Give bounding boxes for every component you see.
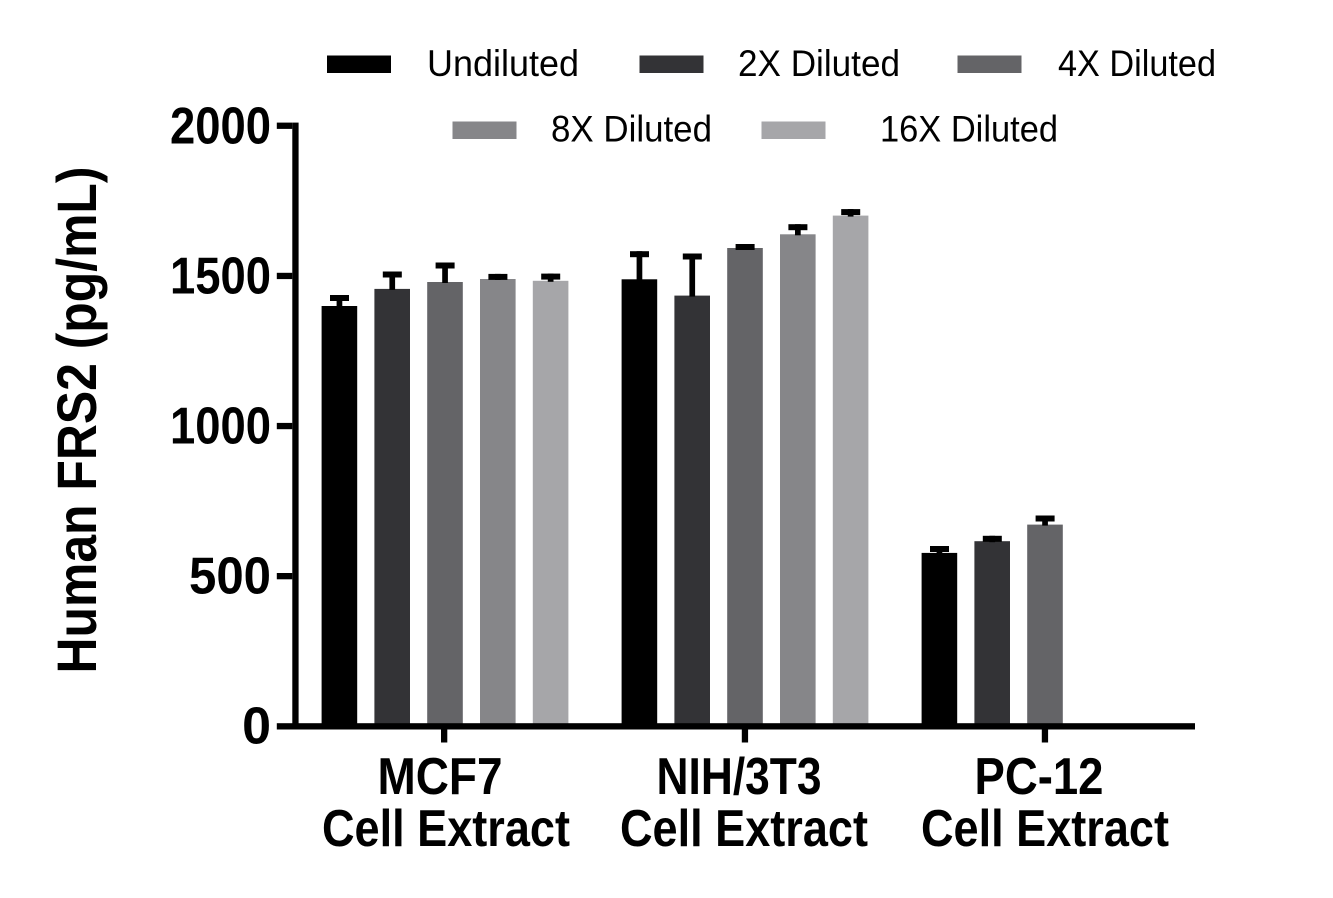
- svg-text:Undiluted: Undiluted: [427, 43, 579, 84]
- svg-text:0: 0: [242, 698, 271, 756]
- svg-text:Cell Extract: Cell Extract: [322, 800, 570, 858]
- svg-text:PC-12: PC-12: [975, 748, 1104, 806]
- svg-text:2000: 2000: [170, 98, 271, 156]
- svg-text:NIH/3T3: NIH/3T3: [657, 748, 822, 806]
- svg-text:16X Diluted: 16X Diluted: [880, 109, 1058, 150]
- svg-text:Cell Extract: Cell Extract: [921, 800, 1169, 858]
- svg-text:4X Diluted: 4X Diluted: [1058, 43, 1216, 84]
- svg-text:MCF7: MCF7: [378, 748, 503, 806]
- svg-text:1000: 1000: [170, 398, 271, 456]
- svg-text:2X Diluted: 2X Diluted: [738, 43, 900, 84]
- svg-text:1500: 1500: [170, 248, 271, 306]
- svg-text:Cell Extract: Cell Extract: [620, 800, 868, 858]
- svg-text:8X Diluted: 8X Diluted: [551, 109, 712, 150]
- svg-text:500: 500: [189, 548, 271, 606]
- svg-text:Human FRS2 (pg/mL): Human FRS2 (pg/mL): [45, 167, 108, 674]
